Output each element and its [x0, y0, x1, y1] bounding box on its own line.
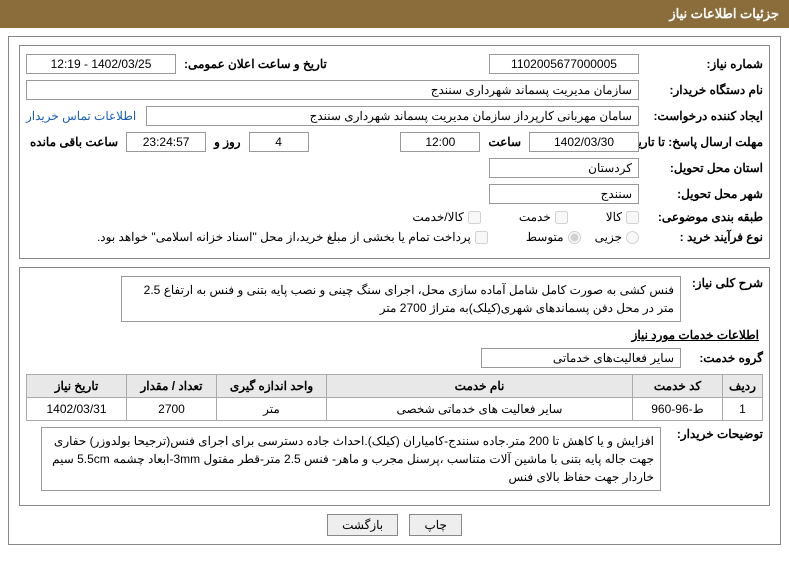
payment-note-checkbox — [475, 231, 488, 244]
deadline-time-value: 12:00 — [400, 132, 480, 152]
desc-value: فنس کشی به صورت کامل شامل آماده سازی محل… — [121, 276, 681, 322]
row-subject-class: طبقه بندی موضوعی: کالا خدمت کالا/خدمت — [26, 210, 763, 224]
service-checkbox-wrap: خدمت — [519, 210, 568, 224]
goods-service-checkbox-wrap: کالا/خدمت — [412, 210, 480, 224]
row-creator: ایجاد کننده درخواست: سامان مهربانی کارپر… — [26, 106, 763, 126]
announce-dt-value: 1402/03/25 - 12:19 — [26, 54, 176, 74]
medium-radio — [568, 231, 581, 244]
minor-label: جزیی — [595, 230, 622, 244]
row-province: استان محل تحویل: کردستان — [26, 158, 763, 178]
remain-label: ساعت باقی مانده — [26, 135, 122, 149]
deadline-date-value: 1402/03/30 — [529, 132, 639, 152]
print-button[interactable]: چاپ — [409, 514, 461, 536]
goods-checkbox-wrap: کالا — [606, 210, 639, 224]
desc-label: شرح کلی نیاز: — [685, 276, 763, 290]
city-label: شهر محل تحویل: — [643, 187, 763, 201]
buyer-contact-link[interactable]: اطلاعات تماس خریدار — [26, 109, 142, 123]
td-row: 1 — [723, 398, 763, 421]
page-title: جزئیات اطلاعات نیاز — [669, 6, 779, 21]
td-code: ط-96-960 — [633, 398, 723, 421]
td-qty: 2700 — [127, 398, 217, 421]
days-label: روز و — [210, 135, 245, 149]
row-need-number: شماره نیاز: 1102005677000005 تاریخ و ساع… — [26, 54, 763, 74]
buyer-org-label: نام دستگاه خریدار: — [643, 83, 763, 97]
province-value: کردستان — [489, 158, 639, 178]
th-row: ردیف — [723, 375, 763, 398]
goods-label: کالا — [606, 210, 622, 224]
group-label: گروه خدمت: — [685, 351, 763, 365]
deadline-label: مهلت ارسال پاسخ: تا تاریخ: — [643, 135, 763, 149]
th-code: کد خدمت — [633, 375, 723, 398]
row-deadline: مهلت ارسال پاسخ: تا تاریخ: 1402/03/30 سا… — [26, 132, 763, 152]
row-buyer-org: نام دستگاه خریدار: سازمان مدیریت پسماند … — [26, 80, 763, 100]
service-checkbox — [555, 211, 568, 224]
payment-note-wrap: پرداخت تمام یا بخشی از مبلغ خرید،از محل … — [97, 230, 488, 244]
goods-checkbox — [626, 211, 639, 224]
time-label: ساعت — [484, 135, 525, 149]
services-table: ردیف کد خدمت نام خدمت واحد اندازه گیری ت… — [26, 374, 763, 421]
th-name: نام خدمت — [327, 375, 633, 398]
medium-radio-wrap: متوسط — [516, 230, 581, 244]
buyer-notes-value: افزایش و یا کاهش تا 200 متر.جاده سنندج-ک… — [41, 427, 661, 491]
row-buyer-notes: توضیحات خریدار: افزایش و یا کاهش تا 200 … — [26, 427, 763, 491]
minor-radio-wrap: جزیی — [585, 230, 639, 244]
creator-value: سامان مهربانی کارپرداز سازمان مدیریت پسم… — [146, 106, 639, 126]
city-value: سنندج — [489, 184, 639, 204]
days-left-value: 4 — [249, 132, 309, 152]
payment-note-label: پرداخت تمام یا بخشی از مبلغ خرید،از محل … — [97, 230, 471, 244]
buyer-notes-label: توضیحات خریدار: — [665, 427, 763, 441]
td-date: 1402/03/31 — [27, 398, 127, 421]
goods-service-label: کالا/خدمت — [412, 210, 463, 224]
th-unit: واحد اندازه گیری — [217, 375, 327, 398]
process-type-label: نوع فرآیند خرید : — [643, 230, 763, 244]
table-row: 1 ط-96-960 سایر فعالیت های خدماتی شخصی م… — [27, 398, 763, 421]
subject-class-label: طبقه بندی موضوعی: — [643, 210, 763, 224]
th-date: تاریخ نیاز — [27, 375, 127, 398]
row-city: شهر محل تحویل: سنندج — [26, 184, 763, 204]
table-header-row: ردیف کد خدمت نام خدمت واحد اندازه گیری ت… — [27, 375, 763, 398]
creator-label: ایجاد کننده درخواست: — [643, 109, 763, 123]
page-title-bar: جزئیات اطلاعات نیاز — [0, 0, 789, 28]
td-unit: متر — [217, 398, 327, 421]
td-name: سایر فعالیت های خدماتی شخصی — [327, 398, 633, 421]
row-desc: شرح کلی نیاز: فنس کشی به صورت کامل شامل … — [26, 276, 763, 322]
need-number-label: شماره نیاز: — [643, 57, 763, 71]
footer-buttons: چاپ بازگشت — [9, 514, 780, 536]
group-value: سایر فعالیت‌های خدماتی — [481, 348, 681, 368]
th-qty: تعداد / مقدار — [127, 375, 217, 398]
outer-frame: شماره نیاز: 1102005677000005 تاریخ و ساع… — [8, 36, 781, 545]
minor-radio — [626, 231, 639, 244]
service-label: خدمت — [519, 210, 551, 224]
medium-label: متوسط — [526, 230, 564, 244]
services-header: اطلاعات خدمات مورد نیاز — [26, 328, 759, 342]
goods-service-checkbox — [468, 211, 481, 224]
desc-section: شرح کلی نیاز: فنس کشی به صورت کامل شامل … — [19, 267, 770, 506]
row-process-type: نوع فرآیند خرید : جزیی متوسط پرداخت تمام… — [26, 230, 763, 244]
buyer-org-value: سازمان مدیریت پسماند شهرداری سنندج — [26, 80, 639, 100]
need-number-value: 1102005677000005 — [489, 54, 639, 74]
main-info-section: شماره نیاز: 1102005677000005 تاریخ و ساع… — [19, 45, 770, 259]
announce-dt-label: تاریخ و ساعت اعلان عمومی: — [180, 57, 331, 71]
countdown-value: 23:24:57 — [126, 132, 206, 152]
province-label: استان محل تحویل: — [643, 161, 763, 175]
row-group: گروه خدمت: سایر فعالیت‌های خدماتی — [26, 348, 763, 368]
back-button[interactable]: بازگشت — [327, 514, 398, 536]
